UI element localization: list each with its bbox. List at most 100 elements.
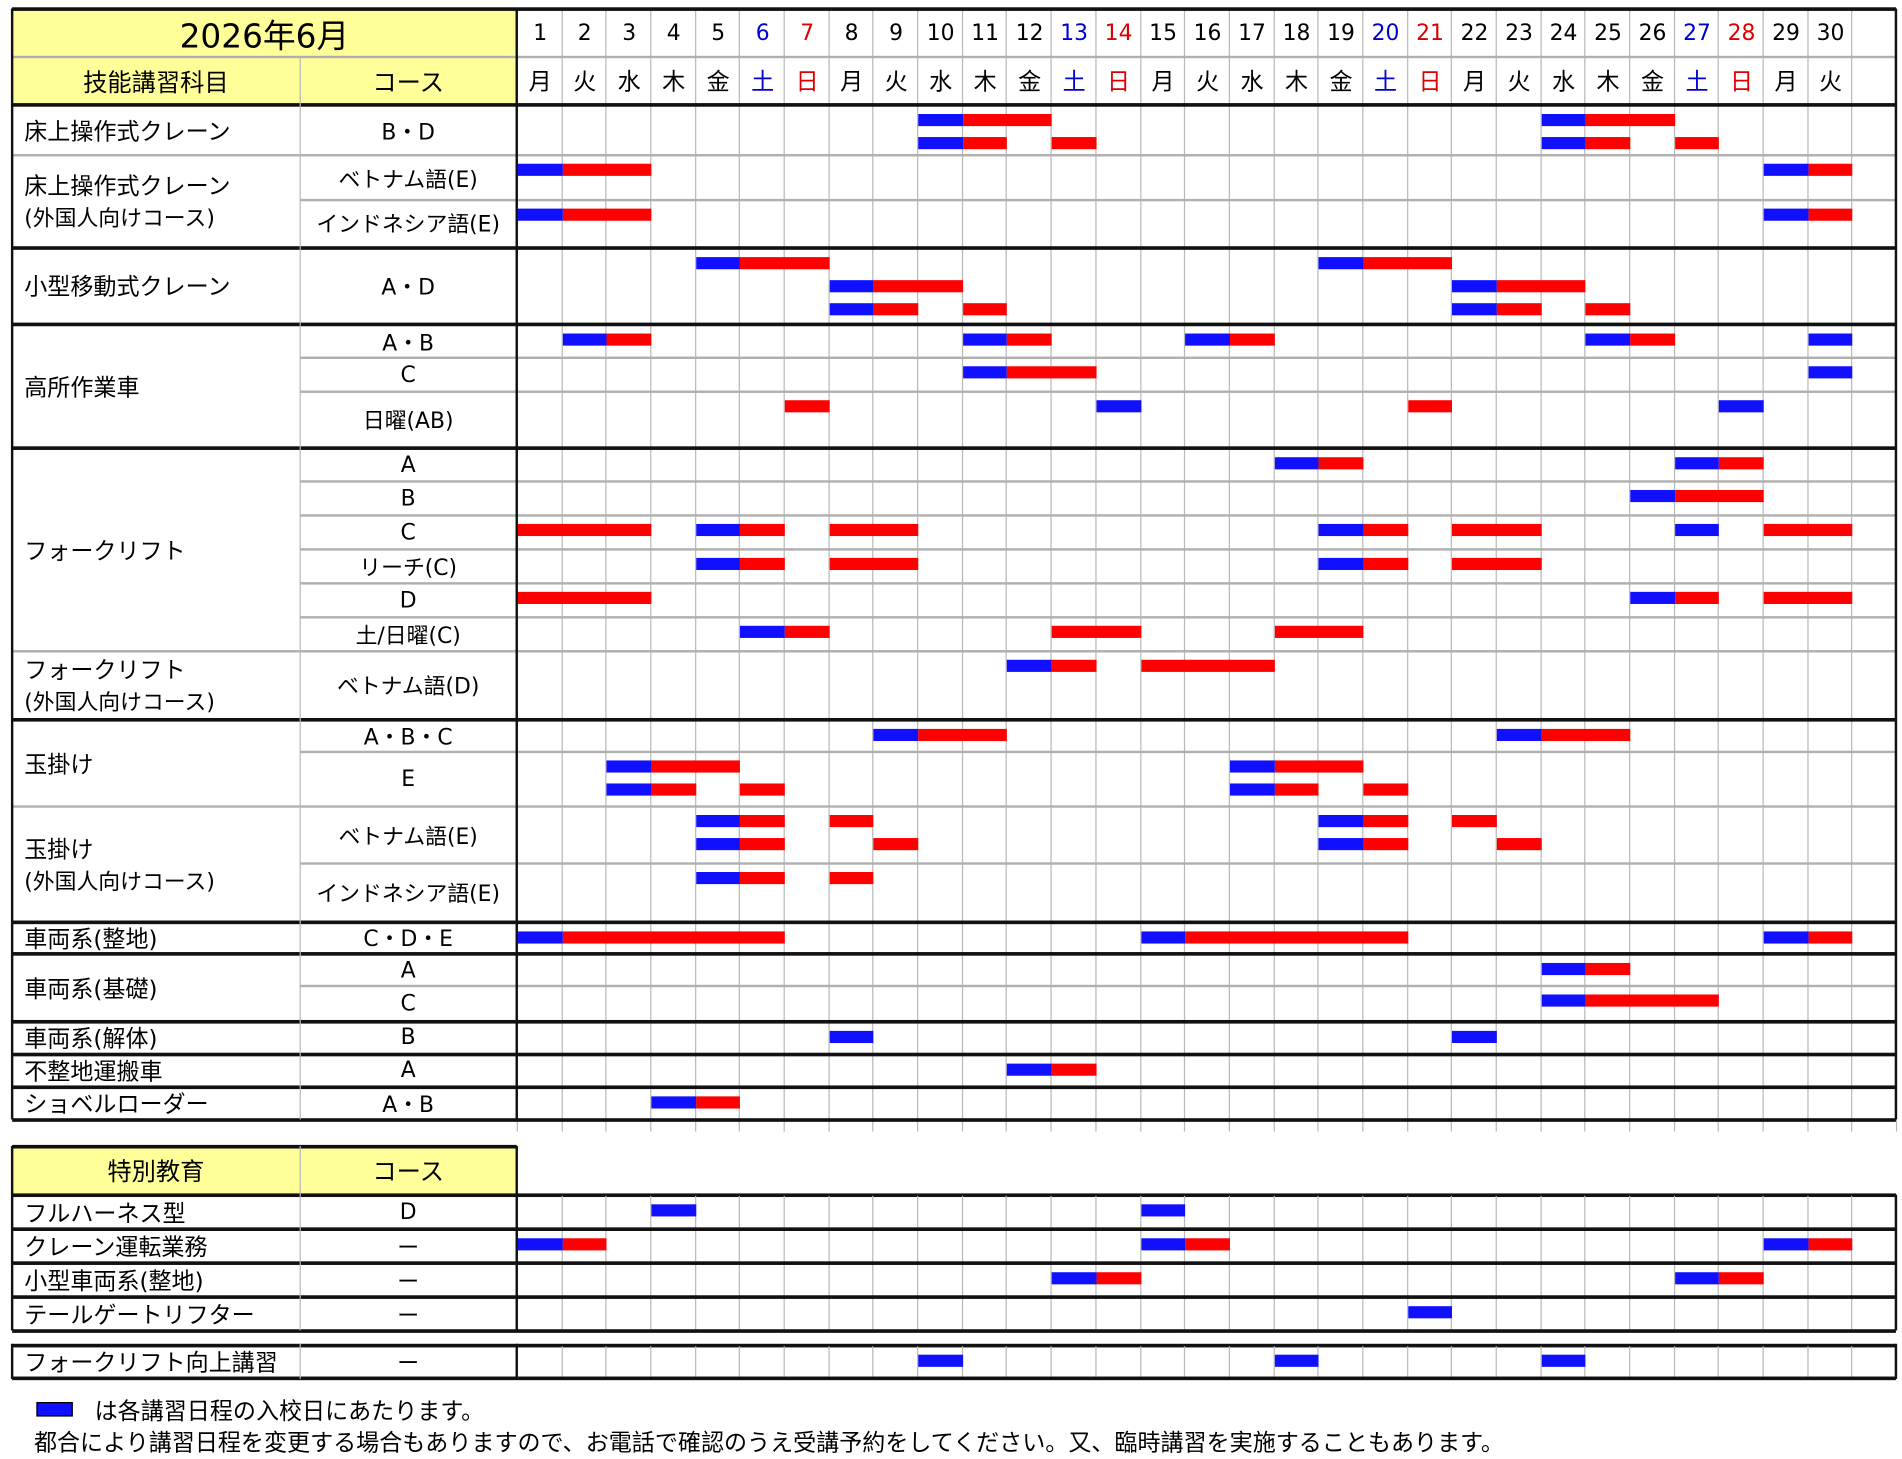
entry-day-bar[interactable] bbox=[1007, 1063, 1052, 1076]
entry-day-bar[interactable] bbox=[1407, 1306, 1453, 1319]
entry-day-bar[interactable] bbox=[1763, 163, 1809, 176]
entry-day-bar[interactable] bbox=[1630, 591, 1675, 604]
entry-day-bar[interactable] bbox=[1541, 114, 1586, 127]
entry-day-bar[interactable] bbox=[695, 257, 741, 270]
course-day-bar[interactable] bbox=[1363, 783, 1408, 796]
entry-day-bar[interactable] bbox=[1585, 333, 1631, 346]
course-day-bar[interactable] bbox=[1452, 557, 1542, 571]
course-day-bar[interactable] bbox=[1140, 659, 1275, 672]
entry-day-bar[interactable] bbox=[1318, 815, 1364, 828]
course-day-bar[interactable] bbox=[517, 591, 652, 604]
course-day-bar[interactable] bbox=[740, 783, 785, 796]
course-day-bar[interactable] bbox=[1674, 489, 1764, 503]
entry-day-bar[interactable] bbox=[606, 783, 652, 796]
entry-day-bar[interactable] bbox=[562, 333, 607, 346]
course-day-bar[interactable] bbox=[1674, 591, 1720, 604]
entry-day-bar[interactable] bbox=[695, 815, 741, 828]
entry-day-bar[interactable] bbox=[517, 931, 563, 944]
course-day-bar[interactable] bbox=[1674, 137, 1720, 150]
entry-day-bar[interactable] bbox=[1630, 489, 1675, 503]
entry-day-bar[interactable] bbox=[1274, 1354, 1319, 1367]
entry-day-bar[interactable] bbox=[1051, 1272, 1097, 1285]
entry-day-bar[interactable] bbox=[1763, 208, 1809, 221]
course-day-bar[interactable] bbox=[1229, 333, 1275, 346]
course-day-bar[interactable] bbox=[1452, 523, 1542, 537]
course-day-bar[interactable] bbox=[1808, 208, 1853, 221]
course-day-bar[interactable] bbox=[873, 280, 963, 293]
entry-day-bar[interactable] bbox=[517, 1238, 563, 1251]
entry-day-bar[interactable] bbox=[1185, 333, 1230, 346]
entry-day-bar[interactable] bbox=[1140, 1238, 1186, 1251]
course-day-bar[interactable] bbox=[1407, 400, 1453, 413]
entry-day-bar[interactable] bbox=[962, 366, 1008, 379]
entry-day-bar[interactable] bbox=[1318, 557, 1364, 571]
course-day-bar[interactable] bbox=[1496, 303, 1542, 316]
entry-day-bar[interactable] bbox=[1229, 783, 1275, 796]
entry-day-bar[interactable] bbox=[1274, 457, 1319, 470]
course-day-bar[interactable] bbox=[829, 815, 874, 828]
entry-day-bar[interactable] bbox=[651, 1204, 696, 1217]
course-day-bar[interactable] bbox=[1496, 280, 1586, 293]
entry-day-bar[interactable] bbox=[517, 163, 563, 176]
entry-day-bar[interactable] bbox=[1452, 303, 1497, 316]
course-day-bar[interactable] bbox=[1585, 962, 1631, 976]
course-day-bar[interactable] bbox=[1051, 659, 1097, 672]
course-day-bar[interactable] bbox=[1185, 1238, 1230, 1251]
course-day-bar[interactable] bbox=[517, 523, 652, 537]
entry-day-bar[interactable] bbox=[1496, 728, 1542, 742]
entry-day-bar[interactable] bbox=[695, 872, 741, 885]
entry-day-bar[interactable] bbox=[829, 1030, 874, 1044]
course-day-bar[interactable] bbox=[1585, 137, 1631, 150]
entry-day-bar[interactable] bbox=[1318, 838, 1364, 851]
course-day-bar[interactable] bbox=[1185, 931, 1408, 944]
course-day-bar[interactable] bbox=[695, 1096, 741, 1109]
course-day-bar[interactable] bbox=[651, 760, 741, 773]
course-day-bar[interactable] bbox=[740, 815, 785, 828]
course-day-bar[interactable] bbox=[1274, 625, 1364, 638]
course-day-bar[interactable] bbox=[873, 303, 919, 316]
entry-day-bar[interactable] bbox=[918, 1354, 963, 1367]
course-day-bar[interactable] bbox=[1808, 163, 1853, 176]
course-day-bar[interactable] bbox=[1363, 557, 1408, 571]
entry-day-bar[interactable] bbox=[873, 728, 919, 742]
entry-day-bar[interactable] bbox=[1140, 1204, 1186, 1217]
course-day-bar[interactable] bbox=[1585, 114, 1675, 127]
course-day-bar[interactable] bbox=[829, 872, 874, 885]
course-day-bar[interactable] bbox=[1007, 333, 1052, 346]
entry-day-bar[interactable] bbox=[1763, 1238, 1809, 1251]
course-day-bar[interactable] bbox=[1541, 728, 1631, 742]
course-day-bar[interactable] bbox=[1363, 815, 1408, 828]
course-day-bar[interactable] bbox=[1096, 1272, 1141, 1285]
entry-day-bar[interactable] bbox=[651, 1096, 696, 1109]
entry-day-bar[interactable] bbox=[962, 333, 1008, 346]
course-day-bar[interactable] bbox=[606, 333, 652, 346]
course-day-bar[interactable] bbox=[1452, 815, 1497, 828]
course-day-bar[interactable] bbox=[1585, 994, 1720, 1007]
course-day-bar[interactable] bbox=[562, 208, 652, 221]
course-day-bar[interactable] bbox=[1363, 523, 1408, 537]
entry-day-bar[interactable] bbox=[1674, 457, 1720, 470]
entry-day-bar[interactable] bbox=[695, 838, 741, 851]
entry-day-bar[interactable] bbox=[1541, 1354, 1586, 1367]
entry-day-bar[interactable] bbox=[606, 760, 652, 773]
entry-day-bar[interactable] bbox=[1541, 994, 1586, 1007]
course-day-bar[interactable] bbox=[1051, 625, 1141, 638]
entry-day-bar[interactable] bbox=[517, 208, 563, 221]
course-day-bar[interactable] bbox=[1808, 1238, 1853, 1251]
entry-day-bar[interactable] bbox=[1719, 400, 1764, 413]
course-day-bar[interactable] bbox=[1318, 457, 1364, 470]
course-day-bar[interactable] bbox=[1763, 591, 1853, 604]
course-day-bar[interactable] bbox=[740, 257, 830, 270]
course-day-bar[interactable] bbox=[562, 931, 785, 944]
course-day-bar[interactable] bbox=[1274, 760, 1364, 773]
course-day-bar[interactable] bbox=[1274, 783, 1319, 796]
entry-day-bar[interactable] bbox=[1096, 400, 1141, 413]
course-day-bar[interactable] bbox=[918, 728, 1008, 742]
course-day-bar[interactable] bbox=[962, 303, 1008, 316]
course-day-bar[interactable] bbox=[1630, 333, 1675, 346]
course-day-bar[interactable] bbox=[1363, 257, 1453, 270]
entry-day-bar[interactable] bbox=[918, 137, 963, 150]
course-day-bar[interactable] bbox=[829, 523, 919, 537]
entry-day-bar[interactable] bbox=[1541, 137, 1586, 150]
entry-day-bar[interactable] bbox=[829, 303, 874, 316]
